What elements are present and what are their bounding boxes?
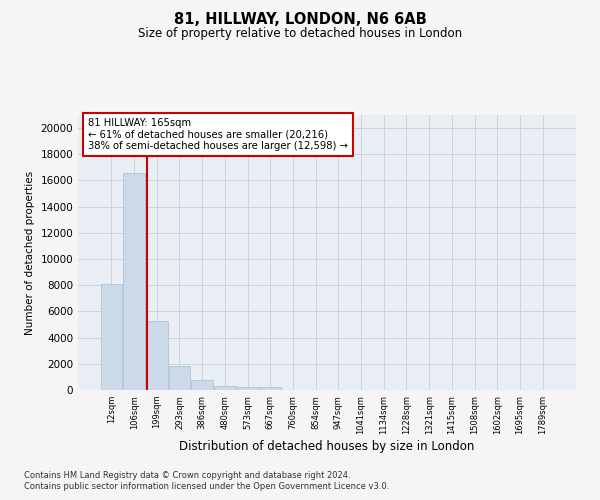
Bar bbox=[169, 366, 190, 390]
Text: 81, HILLWAY, LONDON, N6 6AB: 81, HILLWAY, LONDON, N6 6AB bbox=[173, 12, 427, 28]
Text: Contains HM Land Registry data © Crown copyright and database right 2024.: Contains HM Land Registry data © Crown c… bbox=[24, 470, 350, 480]
Text: 81 HILLWAY: 165sqm
← 61% of detached houses are smaller (20,216)
38% of semi-det: 81 HILLWAY: 165sqm ← 61% of detached hou… bbox=[88, 118, 348, 151]
Bar bbox=[237, 388, 259, 390]
Bar bbox=[191, 380, 213, 390]
Bar bbox=[124, 172, 145, 390]
Bar bbox=[146, 320, 167, 390]
Bar bbox=[214, 386, 236, 390]
Y-axis label: Number of detached properties: Number of detached properties bbox=[25, 170, 35, 334]
Bar bbox=[259, 388, 281, 390]
Text: Contains public sector information licensed under the Open Government Licence v3: Contains public sector information licen… bbox=[24, 482, 389, 491]
X-axis label: Distribution of detached houses by size in London: Distribution of detached houses by size … bbox=[179, 440, 475, 452]
Bar bbox=[101, 284, 122, 390]
Text: Size of property relative to detached houses in London: Size of property relative to detached ho… bbox=[138, 28, 462, 40]
